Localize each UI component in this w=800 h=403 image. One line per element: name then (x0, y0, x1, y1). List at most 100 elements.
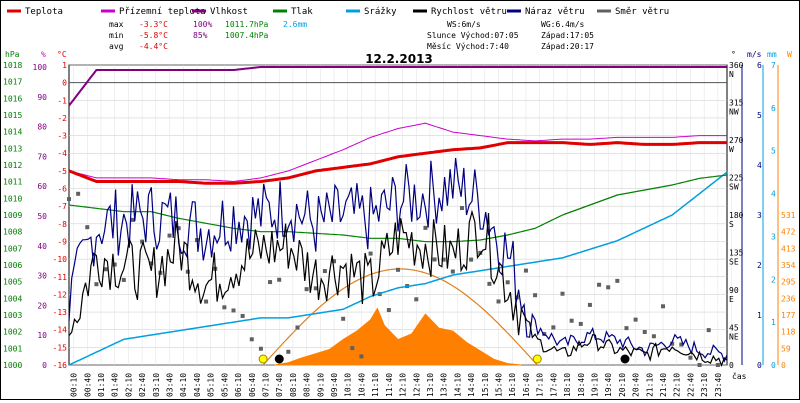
wind-direction-point (85, 225, 90, 230)
wind-direction-point (560, 291, 565, 296)
legend-label: Vlhkost (210, 7, 248, 17)
wind-direction-point (496, 299, 501, 304)
tick-w: 59 (781, 344, 791, 353)
stat-value: Západ:20:17 (541, 42, 594, 51)
tick-hpa: 1006 (3, 261, 22, 270)
axis-title-hpa: hPa (5, 50, 20, 59)
tick-x: 14:10 (453, 373, 462, 397)
tick-x: 10:10 (344, 373, 353, 397)
tick-pct: 60 (37, 182, 47, 191)
axis-title-mm: mm (767, 50, 777, 59)
wind-direction-point (661, 304, 666, 309)
legend-label: Srážky (364, 7, 397, 17)
tick-hpa: 1008 (3, 228, 22, 237)
stat-value: 1007.4hPa (225, 31, 269, 40)
tick-x: 07:40 (275, 373, 284, 397)
tick-pct: 70 (37, 152, 47, 161)
wind-speed-line (68, 209, 728, 367)
tick-hpa: 1015 (3, 111, 22, 120)
tick-w: 295 (781, 278, 796, 287)
tick-w: 236 (781, 294, 796, 303)
tick-dir-name: N (729, 70, 734, 79)
stat-value: 2.6mm (283, 20, 307, 29)
tick-x: 21:40 (659, 373, 668, 397)
tick-ms: 3 (757, 211, 762, 220)
moonset-marker (620, 354, 630, 364)
wind-direction-point (76, 191, 81, 196)
tick-hpa: 1017 (3, 78, 22, 87)
tick-temp: -4 (57, 149, 67, 158)
tick-x: 05:10 (207, 373, 216, 397)
tick-hpa: 1000 (3, 361, 22, 370)
tick-ms: 1 (757, 311, 762, 320)
tick-dir: 315 (729, 99, 744, 108)
wind-direction-point (240, 313, 245, 318)
wind-direction-point (185, 269, 190, 274)
tick-dir: 90 (729, 286, 739, 295)
wind-direction-point (697, 363, 702, 367)
wind-direction-point (615, 278, 620, 283)
wind-direction-point (67, 197, 71, 202)
legend-label: Směr větru (615, 7, 669, 17)
wind-direction-point (505, 280, 510, 285)
tick-temp: 0 (62, 79, 67, 88)
wind-direction-point (396, 267, 400, 272)
wind-direction-point (149, 261, 154, 266)
tick-pct: 100 (33, 63, 48, 72)
tick-temp: -3 (57, 132, 67, 141)
wind-direction-point (578, 321, 583, 326)
wind-direction-point (176, 226, 181, 231)
stat-value: WS:6m/s (447, 20, 481, 29)
axis-title-pct: % (41, 50, 46, 59)
wind-direction-point (523, 268, 528, 273)
tick-x: 19:10 (590, 373, 599, 397)
wind-direction-point (94, 282, 99, 287)
tick-x: 11:40 (385, 373, 394, 397)
wind-direction-point (542, 331, 547, 336)
tick-temp: -9 (57, 237, 67, 246)
wind-direction-point (167, 233, 172, 238)
tick-temp: -16 (53, 361, 68, 370)
tick-x: 12:10 (399, 373, 408, 397)
tick-pct: 90 (37, 93, 47, 102)
tick-pct: 40 (37, 242, 47, 251)
tick-hpa: 1001 (3, 344, 22, 353)
tick-ms: 4 (757, 161, 762, 170)
tick-hpa: 1016 (3, 94, 22, 103)
tick-temp: -15 (53, 343, 68, 352)
tick-dir: 45 (729, 324, 739, 333)
tick-temp: -14 (53, 326, 68, 335)
wind-direction-point (286, 349, 291, 354)
wind-direction-point (642, 329, 647, 334)
stat-value: Měsíc Východ:7:40 (427, 42, 509, 51)
tick-temp: -12 (53, 290, 68, 299)
tick-x: 06:10 (234, 373, 243, 397)
tick-pct: 80 (37, 123, 47, 132)
wind-direction-point (670, 341, 675, 346)
rain-line (68, 171, 728, 366)
tick-temp: -6 (57, 185, 67, 194)
tick-x: 04:10 (179, 373, 188, 397)
wind-direction-point (130, 217, 135, 222)
tick-x: 05:40 (220, 373, 229, 397)
tick-x: 04:40 (193, 373, 202, 397)
tick-dir: 270 (729, 136, 744, 145)
stat-value: 1011.7hPa (225, 20, 269, 29)
tick-x: 00:10 (70, 373, 79, 397)
tick-dir-name: W (729, 145, 734, 154)
tick-mm: 5 (771, 147, 776, 156)
wind-direction-point (350, 346, 355, 351)
tick-hpa: 1012 (3, 161, 22, 170)
wind-direction-point (249, 337, 254, 342)
wind-direction-point (414, 297, 419, 302)
tick-mm: 1 (771, 318, 776, 327)
tick-x: 19:40 (604, 373, 613, 397)
wind-direction-point (277, 277, 282, 282)
axis-title-x: čas (732, 371, 747, 381)
tick-x: 09:10 (316, 373, 325, 397)
stat-value: 100% (193, 20, 212, 29)
sunrise-marker (258, 354, 268, 364)
wind-direction-point (459, 206, 464, 211)
axis-title-temp: °C (57, 50, 67, 59)
